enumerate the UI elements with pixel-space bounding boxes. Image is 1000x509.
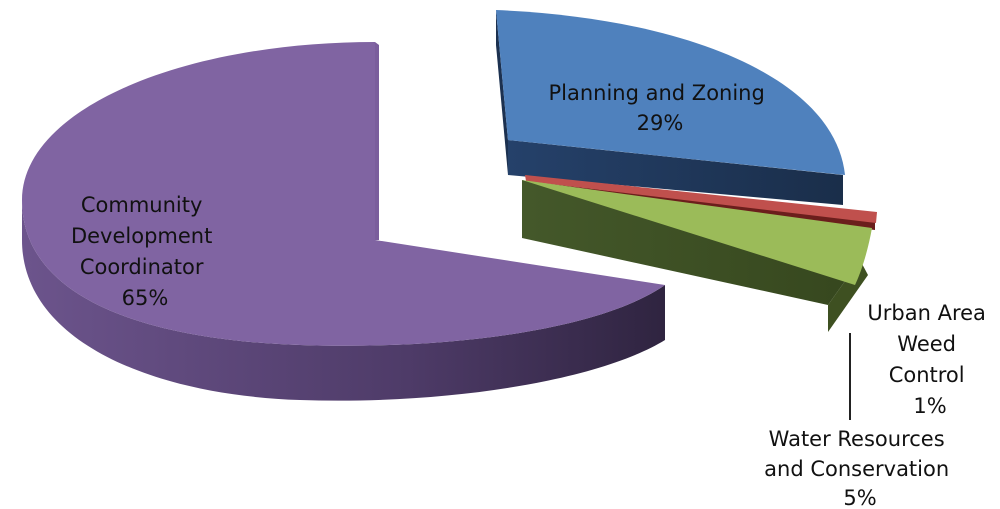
label-line: Control (889, 363, 965, 387)
slice-side (22, 200, 665, 401)
label-line: Planning and Zoning (548, 81, 764, 105)
slice-water-resources-and-conservation (522, 180, 872, 332)
label-planning-and-zoning: Planning and Zoning 29% (548, 81, 771, 135)
label-community-development-coordinator: Community Development Coordinator 65% (71, 193, 219, 310)
slice-top (496, 10, 845, 175)
label-pct: 65% (122, 286, 169, 310)
slice-community-development-coordinator (22, 42, 665, 401)
label-water-resources-and-conservation: Water Resources and Conservation 5% (764, 427, 956, 509)
slice-top (525, 175, 877, 223)
label-line: Weed (897, 332, 956, 356)
label-urban-area-weed-control: Urban Area Weed Control 1% (867, 301, 992, 418)
label-pct: 1% (913, 394, 946, 418)
slice-side (496, 10, 508, 175)
slice-top (522, 180, 872, 285)
label-pct: 29% (637, 111, 684, 135)
slice-side (522, 180, 860, 305)
label-line: Coordinator (80, 255, 204, 279)
label-line: Community (81, 193, 203, 217)
label-line: and Conservation (764, 457, 949, 481)
label-line: Development (71, 224, 212, 248)
slice-side (508, 140, 843, 205)
slice-top-edge (375, 42, 379, 240)
label-line: Urban Area (867, 301, 986, 325)
label-line: Water Resources (769, 427, 945, 451)
label-pct: 5% (843, 486, 876, 509)
slice-top (22, 42, 665, 346)
slice-planning-and-zoning (496, 10, 845, 205)
